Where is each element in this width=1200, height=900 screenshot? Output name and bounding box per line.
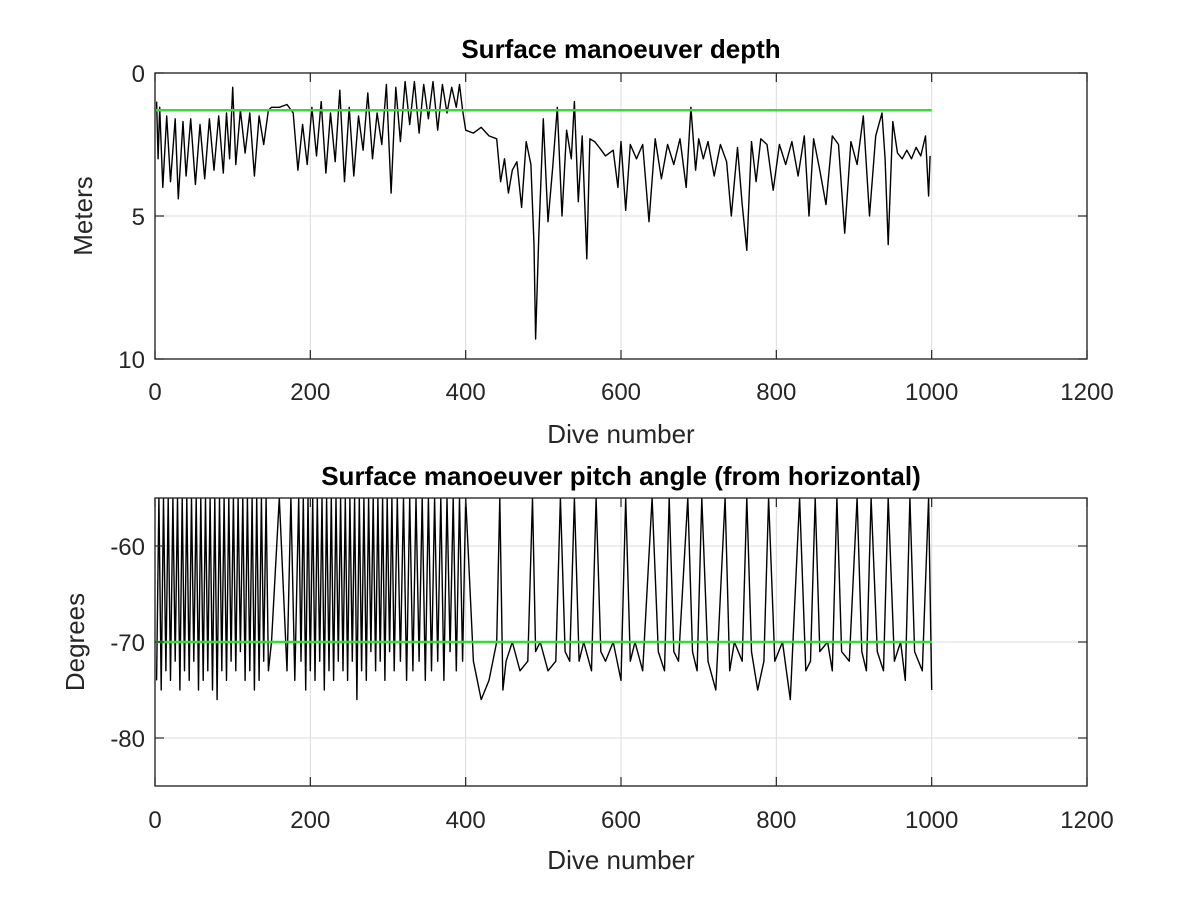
- pitch-y-tick-label: -70: [110, 630, 145, 657]
- depth-x-tick-label: 400: [446, 379, 486, 406]
- pitch-x-tick-label: 1200: [1060, 807, 1113, 834]
- depth-x-tick-label: 1200: [1060, 379, 1113, 406]
- pitch-y-axis-label: Degrees: [60, 593, 90, 691]
- pitch-x-tick-label: 200: [290, 807, 330, 834]
- depth-x-tick-label: 1000: [905, 379, 958, 406]
- pitch-y-tick-label: -80: [110, 726, 145, 753]
- pitch-x-tick-label: 600: [601, 807, 641, 834]
- pitch-y-tick-label: -60: [110, 534, 145, 561]
- depth-y-axis-label: Meters: [68, 176, 98, 255]
- depth-data-line: [155, 80, 931, 340]
- pitch-chart-title: Surface manoeuver pitch angle (from hori…: [321, 461, 921, 491]
- depth-x-tick-label: 800: [756, 379, 796, 406]
- depth-y-tick-label: 10: [118, 347, 145, 374]
- depth-x-tick-label: 600: [601, 379, 641, 406]
- pitch-x-axis-label: Dive number: [547, 845, 695, 875]
- depth-y-tick-label: 0: [132, 61, 145, 88]
- pitch-x-tick-label: 1000: [905, 807, 958, 834]
- depth-x-tick-label: 0: [148, 379, 161, 406]
- depth-x-tick-label: 200: [290, 379, 330, 406]
- pitch-data-line: [155, 498, 933, 701]
- pitch-chart-panel: 0 200 400 600 800 1000 1200 -80 -70 -60 Surface ma…: [60, 461, 1114, 875]
- depth-y-tick-label: 5: [132, 204, 145, 231]
- pitch-x-tick-label: 0: [148, 807, 161, 834]
- depth-chart-panel: 0 200 400 600 800 1000 1200 0 5 10 Surface manoeuv…: [68, 34, 1114, 449]
- pitch-x-tick-label: 400: [446, 807, 486, 834]
- depth-chart-title: Surface manoeuver depth: [461, 34, 780, 64]
- pitch-x-tick-label: 800: [756, 807, 796, 834]
- depth-x-axis-label: Dive number: [547, 419, 695, 449]
